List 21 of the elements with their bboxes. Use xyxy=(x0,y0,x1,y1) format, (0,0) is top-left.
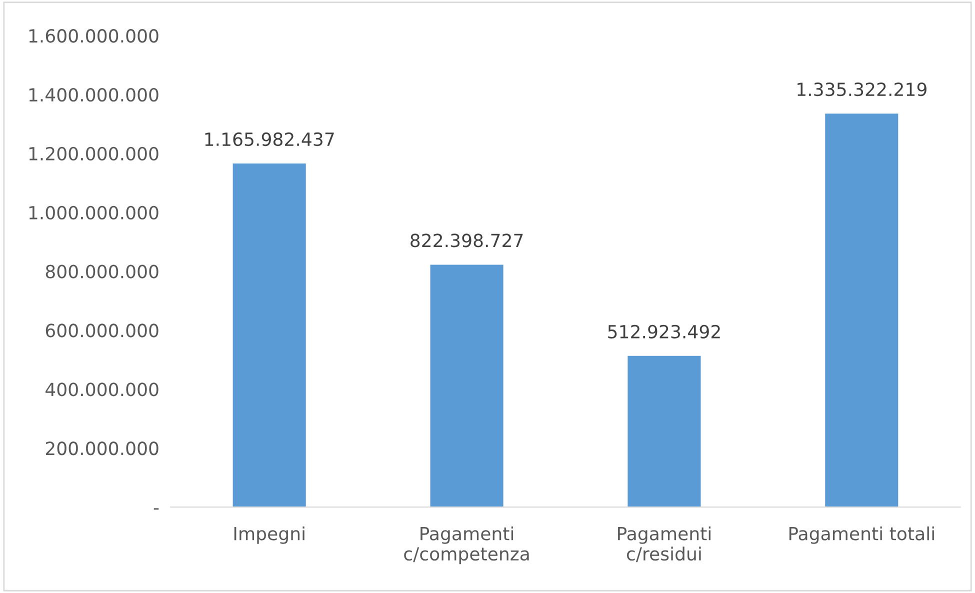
y-tick-label: 1.200.000.000 xyxy=(29,146,158,161)
bar xyxy=(628,356,701,508)
y-tick-label: 200.000.000 xyxy=(46,442,158,456)
y-tick-label: 1.600.000.000 xyxy=(29,29,158,43)
data-label: 1.165.982.437 xyxy=(205,132,334,146)
data-label: 512.923.492 xyxy=(608,324,720,338)
y-tick-label: 400.000.000 xyxy=(46,382,158,396)
y-tick-label: 1.400.000.000 xyxy=(29,88,158,102)
x-tick-label: Pagamenti c/residui xyxy=(618,526,710,562)
y-tick-label: 1.000.000.000 xyxy=(29,206,158,220)
data-label: 822.398.727 xyxy=(410,234,523,248)
x-tick-label: Pagamenti c/competenza xyxy=(404,526,529,564)
y-tick-label: 800.000.000 xyxy=(46,264,158,278)
bar xyxy=(430,264,504,508)
x-tick-label: Impegni xyxy=(234,526,304,544)
y-tick-label: 600.000.000 xyxy=(46,324,158,338)
y-tick-label: - xyxy=(154,508,159,510)
data-label: 1.335.322.219 xyxy=(798,82,926,96)
bar xyxy=(825,114,898,508)
bar xyxy=(232,163,306,508)
x-tick-label: Pagamenti totali xyxy=(789,526,934,544)
